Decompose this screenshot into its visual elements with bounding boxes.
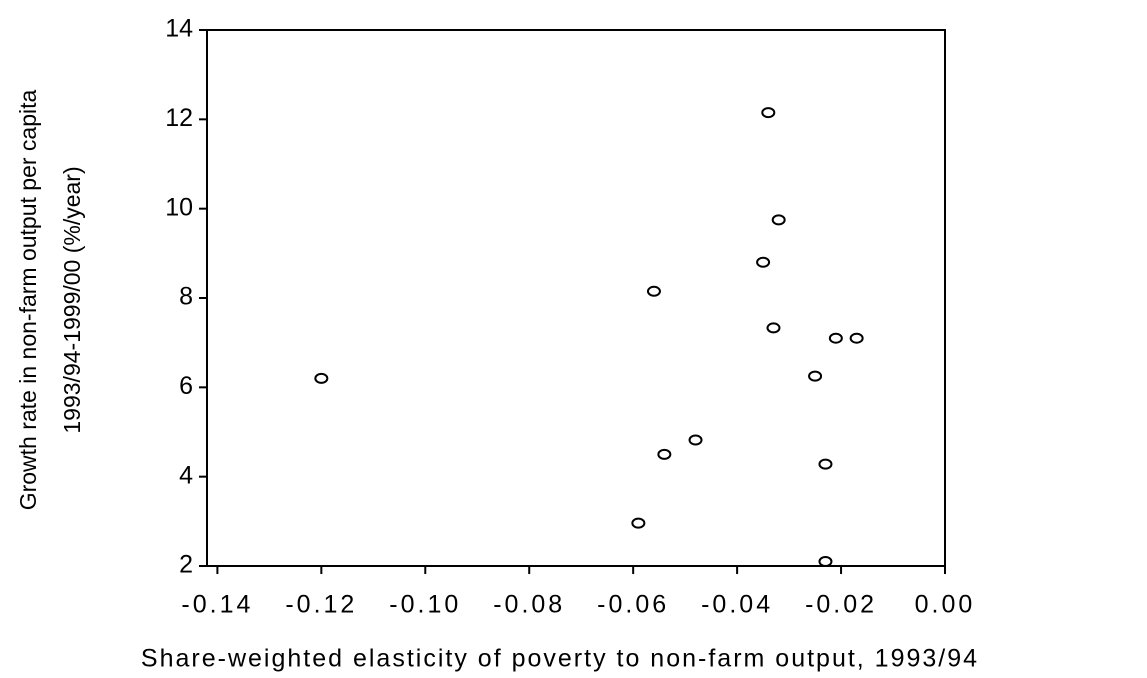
point — [657, 448, 672, 460]
y-axis-title: Growth rate in non-farm output per capit… — [15, 89, 41, 510]
y-axis-title: 1993/94-1999/00 (%/year) — [59, 166, 85, 433]
point — [771, 214, 786, 226]
point — [314, 372, 329, 384]
x-axis-title: Share-weighted elasticity of poverty to … — [141, 645, 979, 673]
y-tick-label: 10 — [165, 193, 193, 221]
x-tick-label: -0.14 — [181, 591, 253, 619]
x-tick-label: 0.00 — [915, 591, 976, 619]
point — [756, 256, 771, 268]
point — [818, 458, 833, 470]
point — [761, 107, 776, 119]
point — [849, 332, 864, 344]
point — [808, 370, 823, 382]
point — [646, 285, 661, 297]
y-tick-label: 6 — [179, 372, 193, 400]
y-tick-label: 2 — [179, 551, 193, 579]
x-tick-label: -0.02 — [805, 591, 877, 619]
point — [766, 322, 781, 334]
y-tick-label: 12 — [165, 104, 193, 132]
y-tick-label: 4 — [179, 461, 193, 489]
x-tick-label: -0.12 — [285, 591, 357, 619]
y-tick-label: 14 — [165, 15, 193, 43]
x-tick-label: -0.10 — [389, 591, 461, 619]
point — [631, 517, 646, 529]
point — [828, 332, 843, 344]
x-tick-label: -0.06 — [597, 591, 669, 619]
plot-frame — [206, 29, 946, 567]
point — [818, 556, 833, 568]
x-tick-label: -0.04 — [701, 591, 773, 619]
y-tick-label: 8 — [179, 283, 193, 311]
point — [688, 434, 703, 446]
x-tick-label: -0.08 — [493, 591, 565, 619]
